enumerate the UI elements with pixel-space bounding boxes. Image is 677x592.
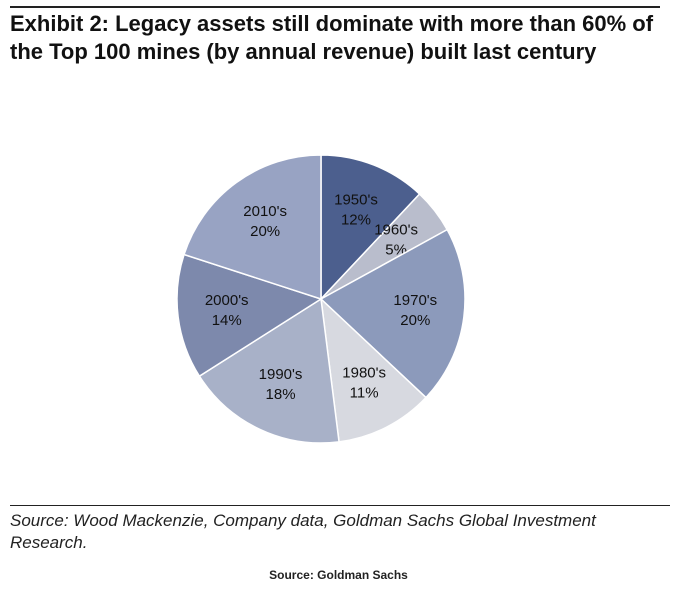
slice-value-label: 12% bbox=[341, 212, 371, 229]
slice-value-label: 11% bbox=[350, 385, 379, 402]
slice-label: 1970's bbox=[393, 292, 437, 309]
pie-slice bbox=[176, 253, 323, 378]
slice-value-label: 18% bbox=[266, 386, 296, 403]
chart-title: Exhibit 2: Legacy assets still dominate … bbox=[10, 6, 660, 66]
pie-slice bbox=[319, 228, 466, 399]
slice-label: 1960's bbox=[374, 222, 418, 239]
slice-value-label: 20% bbox=[400, 312, 430, 329]
pie-slice bbox=[198, 297, 340, 444]
pie-slice bbox=[320, 154, 421, 301]
pie-slice bbox=[183, 154, 322, 301]
slice-label: 2000's bbox=[205, 292, 249, 309]
pie-slice bbox=[319, 297, 428, 443]
slice-label: 1990's bbox=[259, 366, 303, 383]
slice-value-label: 14% bbox=[212, 312, 242, 329]
slice-value-label: 20% bbox=[250, 223, 280, 240]
source-note: Source: Wood Mackenzie, Company data, Go… bbox=[10, 505, 670, 554]
footer: Source: Goldman Sachs bbox=[269, 568, 408, 582]
slice-label: 1950's bbox=[334, 192, 378, 209]
slice-label: 2010's bbox=[243, 203, 287, 220]
slice-label: 1980's bbox=[342, 365, 386, 382]
